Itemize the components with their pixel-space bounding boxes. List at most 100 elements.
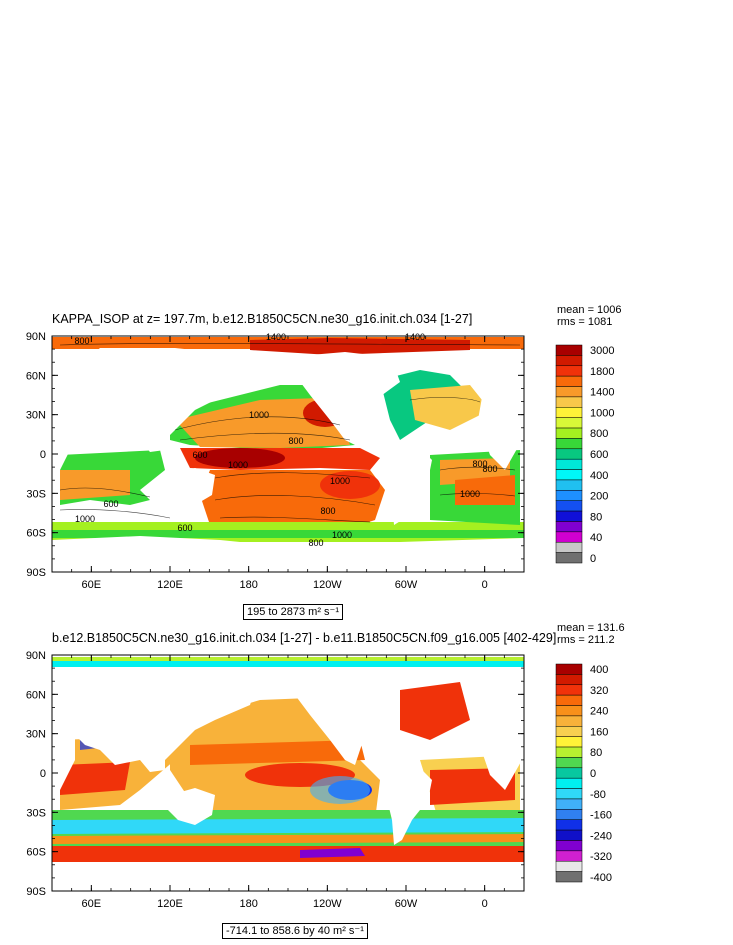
colorbar-label: -160 [590, 810, 612, 822]
colorbar-swatch [555, 694, 583, 706]
contour-label: 600 [192, 450, 207, 460]
field-region [52, 657, 524, 661]
contour-label: 1400 [405, 332, 425, 342]
colorbar-swatch [555, 684, 583, 696]
x-tick-label: 60E [82, 579, 102, 591]
contour-label: 800 [320, 506, 335, 516]
y-tick-label: 60N [26, 370, 46, 382]
colorbar-swatch [555, 871, 583, 883]
colorbar-label: 200 [590, 491, 608, 503]
contour-label: 800 [472, 459, 487, 469]
contour-label: 600 [177, 523, 192, 533]
colorbar-swatch [555, 777, 583, 789]
colorbar-label: -320 [590, 851, 612, 863]
land-australia [168, 468, 215, 505]
colorbar-label: 600 [590, 449, 608, 461]
y-tick-label: 60S [26, 847, 46, 859]
y-tick-label: 30N [26, 410, 46, 422]
x-tick-label: 180 [239, 898, 257, 910]
field-region [195, 448, 285, 468]
colorbar-label: -80 [590, 789, 606, 801]
colorbar-swatch [555, 840, 583, 852]
colorbar-swatch [555, 757, 583, 769]
colorbar-swatch [555, 798, 583, 810]
rms-stat: rms = 211.2 [557, 634, 615, 646]
colorbar-swatch [555, 829, 583, 841]
colorbar-label: 80 [590, 747, 602, 759]
colorbar-label: 40 [590, 532, 602, 544]
field-region [190, 740, 365, 765]
colorbar-label: 240 [590, 706, 608, 718]
x-tick-label: 0 [482, 579, 488, 591]
x-tick-label: 120W [313, 579, 342, 591]
colorbar-label: 0 [590, 553, 596, 565]
x-tick-label: 180 [239, 579, 257, 591]
colorbar-label: -400 [590, 872, 612, 884]
range-label: -714.1 to 858.6 by 40 m² s⁻¹ [222, 923, 368, 939]
rms-stat: rms = 1081 [557, 316, 613, 328]
land-eurasia [70, 348, 255, 452]
field-region [52, 846, 524, 862]
map-plot: 1400 1400 800 1000 1000 1000 600 800 1000 800 600 1… [26, 331, 615, 591]
colorbar-swatch [555, 788, 583, 800]
x-tick-label: 120E [157, 579, 183, 591]
field-region [455, 475, 515, 505]
contour-label: 1400 [266, 332, 286, 342]
stats: mean = 131.6 rms = 211.2 [557, 622, 625, 646]
contour-label: 800 [308, 538, 323, 548]
land-africa-east [52, 380, 75, 470]
field-region [52, 530, 524, 538]
colorbar-swatch [555, 767, 583, 779]
field-region [52, 657, 524, 667]
contour-label: 1000 [460, 489, 480, 499]
colorbar-swatch [555, 850, 583, 862]
y-tick-label: 90S [26, 567, 46, 579]
colorbar-swatch [555, 746, 583, 758]
y-tick-label: 30S [26, 488, 46, 500]
colorbar-swatch [555, 726, 583, 737]
land-africa-east [52, 700, 75, 790]
land-australia [168, 788, 215, 825]
land-south-america [386, 768, 432, 845]
map-field [52, 655, 524, 891]
stats: mean = 1006 rms = 1081 [557, 304, 622, 328]
x-tick-label: 120W [313, 898, 342, 910]
contour-label: 800 [74, 336, 89, 346]
colorbar-swatch [555, 705, 583, 717]
land-africa-europe [478, 380, 522, 470]
colorbar-label: 1800 [590, 366, 614, 378]
y-tick-label: 90N [26, 331, 46, 343]
colorbar-swatch [555, 736, 583, 748]
contour-label: 1000 [332, 530, 352, 540]
field-region [310, 776, 370, 804]
y-tick-label: 30N [26, 729, 46, 741]
contour-label: 800 [482, 464, 497, 474]
chart-title: KAPPA_ISOP at z= 197.7m, b.e12.B1850C5CN… [52, 312, 473, 326]
colorbar-swatch [555, 809, 583, 820]
panel-1: KAPPA_ISOP at z= 197.7m, b.e12.B1850C5CN… [26, 304, 622, 620]
land-north-america [295, 352, 400, 445]
colorbar-swatch [555, 819, 583, 831]
colorbar-label: 0 [590, 768, 596, 780]
contour-label: 800 [288, 436, 303, 446]
colorbar-swatch [555, 674, 583, 686]
colorbar-swatch [555, 860, 583, 872]
contour-label: 600 [103, 499, 118, 509]
field-region [400, 682, 470, 740]
range-label: 195 to 2873 m² s⁻¹ [243, 604, 344, 620]
field-region [60, 762, 130, 795]
contour-label: 1000 [75, 514, 95, 524]
x-tick-label: 60W [395, 579, 418, 591]
x-tick-label: 60W [395, 898, 418, 910]
mean-stat: mean = 1006 [557, 304, 622, 316]
colorbar-label: 160 [590, 726, 608, 738]
colorbar-label: 1400 [590, 387, 614, 399]
contour-label: 1000 [249, 410, 269, 420]
land-antarctica [52, 545, 524, 572]
y-tick-label: 30S [26, 807, 46, 819]
field-region [300, 848, 365, 858]
contour-label: 1000 [228, 460, 248, 470]
colorbar-label: 3000 [590, 345, 614, 357]
